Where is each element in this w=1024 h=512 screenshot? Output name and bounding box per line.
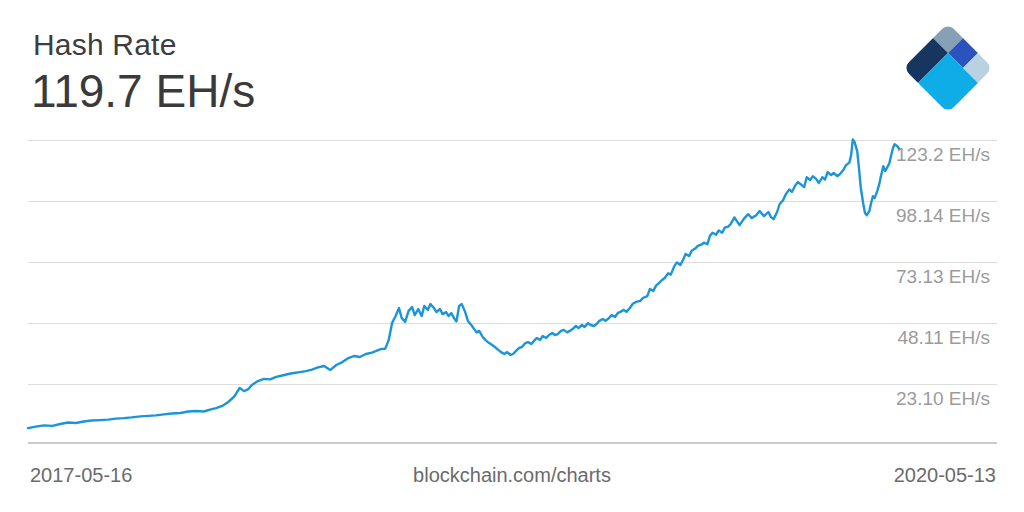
hash-rate-chart-card: Hash Rate 119.7 EH/s 123.2 EH/s98.14 EH/… xyxy=(0,0,1024,512)
hash-rate-series xyxy=(28,139,899,428)
hash-rate-line xyxy=(0,0,1024,512)
watermark-url: blockchain.com/charts xyxy=(0,464,1024,486)
x-axis-end-date: 2020-05-13 xyxy=(894,464,996,486)
